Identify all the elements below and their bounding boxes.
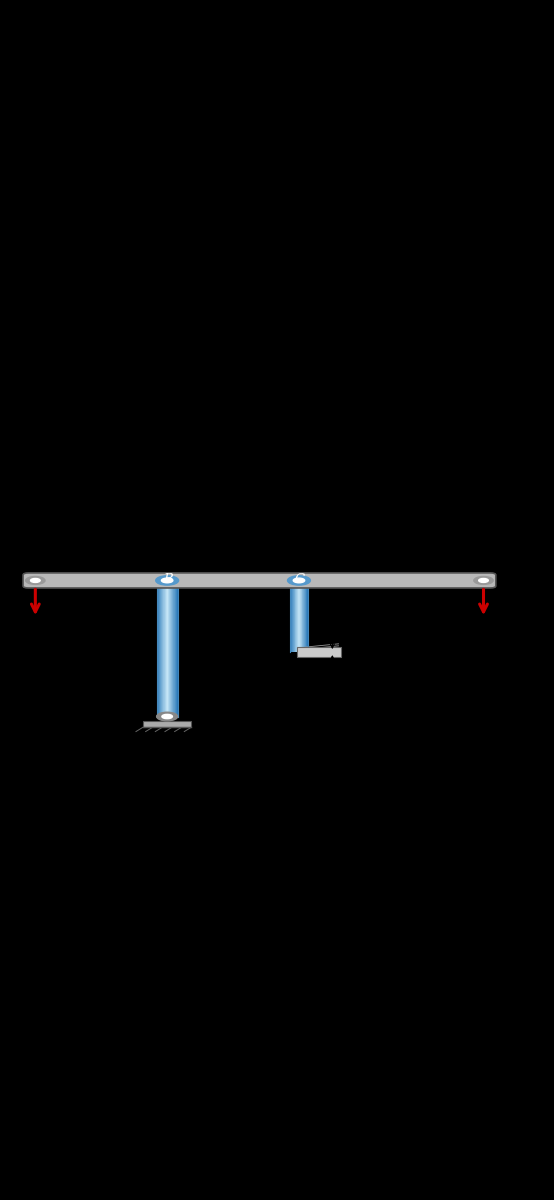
Circle shape	[162, 714, 172, 719]
Bar	[297, 647, 341, 658]
Text: BE: BE	[247, 217, 265, 230]
Text: between various points on the bars are shown in the figure.: between various points on the bars are s…	[28, 390, 446, 403]
Circle shape	[30, 578, 40, 582]
Circle shape	[156, 576, 178, 586]
Circle shape	[474, 576, 493, 584]
FancyBboxPatch shape	[23, 572, 496, 588]
Text: D,: D,	[416, 160, 429, 173]
Text: Q1:: Q1:	[28, 44, 52, 58]
Text: A: A	[11, 574, 21, 587]
Text: D,: D,	[116, 505, 130, 518]
Text: $P_2$ = 360 kN: $P_2$ = 360 kN	[476, 624, 552, 640]
Text: The horizontal rigid beam: The horizontal rigid beam	[65, 44, 234, 58]
Text: BE: BE	[124, 102, 142, 115]
Text: steel (: steel (	[28, 275, 67, 288]
Text: respectively (see figure). Bars: respectively (see figure). Bars	[28, 217, 223, 230]
Text: points: points	[28, 505, 71, 518]
Bar	[143, 721, 191, 727]
Text: 2.1 m: 2.1 m	[375, 517, 407, 528]
Circle shape	[161, 578, 173, 583]
Text: A: A	[372, 160, 381, 173]
Circle shape	[25, 576, 45, 584]
Text: and: and	[149, 102, 181, 115]
Text: vertical bars: vertical bars	[28, 102, 112, 115]
Circle shape	[293, 578, 305, 583]
Text: A: A	[68, 505, 76, 518]
Text: $P_1$ = 400 kN and $P_2$ = 360 kN acting at points: $P_1$ = 400 kN and $P_2$ = 360 kN acting…	[28, 160, 321, 176]
Text: and: and	[273, 217, 305, 230]
Text: F: F	[268, 644, 277, 658]
Text: $P_1$ = 400 kN: $P_1$ = 400 kN	[25, 624, 100, 640]
Text: and: and	[384, 160, 416, 173]
Text: 0.6 m: 0.6 m	[341, 679, 373, 689]
Text: C: C	[295, 574, 305, 587]
Circle shape	[288, 576, 310, 586]
Text: Determine the vertical displacements $\delta_A$ and $\delta_D$ of: Determine the vertical displacements $\d…	[60, 448, 382, 464]
Text: ABCD: ABCD	[290, 44, 327, 58]
Text: are made of: are made of	[333, 217, 413, 230]
Text: D: D	[496, 574, 506, 587]
Text: 1.5 m: 1.5 m	[217, 517, 249, 528]
Text: 1.5 m: 1.5 m	[85, 517, 117, 528]
Circle shape	[157, 713, 178, 721]
Text: is supported by: is supported by	[337, 44, 439, 58]
Text: = 200 GPa) and have cross-sectional areas: = 200 GPa) and have cross-sectional area…	[79, 275, 354, 288]
Text: $A_{BE}$ = 11,100 mm$^2$ and $A_{CF}$ = 9,280 mm$^2$. The distances: $A_{BE}$ = 11,100 mm$^2$ and $A_{CF}$ = …	[28, 332, 381, 350]
Text: and: and	[80, 505, 112, 518]
Text: E: E	[132, 708, 142, 721]
Text: CF: CF	[309, 217, 327, 230]
Circle shape	[479, 578, 488, 582]
Text: and is loaded by vertical forces: and is loaded by vertical forces	[209, 102, 412, 115]
Text: B: B	[163, 574, 173, 587]
Text: CF: CF	[185, 102, 203, 115]
Text: 2.4 m: 2.4 m	[341, 614, 373, 624]
Text: E: E	[68, 275, 76, 288]
Text: respectively.: respectively.	[132, 505, 216, 518]
